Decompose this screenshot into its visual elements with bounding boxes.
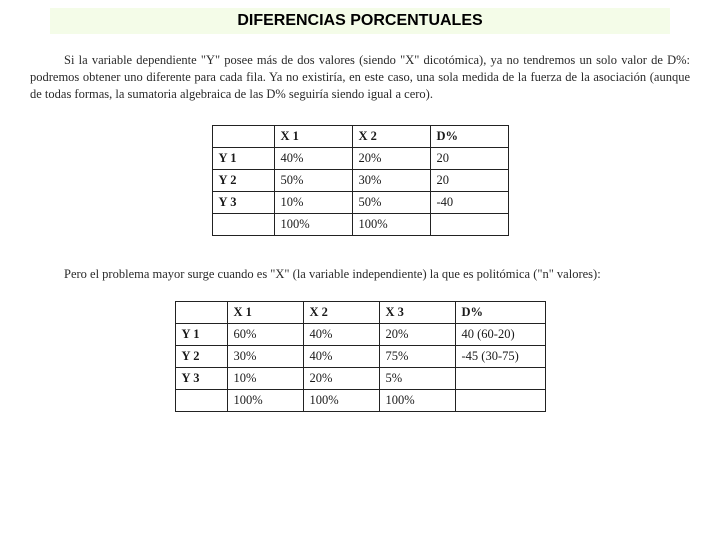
t2-h0	[175, 301, 227, 323]
t2-r0c3: 20%	[379, 323, 455, 345]
t2-r0c0: Y 1	[175, 323, 227, 345]
t2-r0c1: 60%	[227, 323, 303, 345]
table-row: Y 2 30% 40% 75% -45 (30-75)	[175, 345, 545, 367]
t2-r2c2: 20%	[303, 367, 379, 389]
t1-r2c2: 50%	[352, 191, 430, 213]
t1-r1c0: Y 2	[212, 169, 274, 191]
t1-r2c1: 10%	[274, 191, 352, 213]
t2-r1c3: 75%	[379, 345, 455, 367]
table-row: 100% 100%	[212, 213, 508, 235]
t2-tc2: 100%	[303, 389, 379, 411]
t2-r2c1: 10%	[227, 367, 303, 389]
t1-r1c3: 20	[430, 169, 508, 191]
t1-r1c1: 50%	[274, 169, 352, 191]
table-2: X 1 X 2 X 3 D% Y 1 60% 40% 20% 40 (60-20…	[175, 301, 546, 412]
t2-r1c4: -45 (30-75)	[455, 345, 545, 367]
table1-wrap: X 1 X 2 D% Y 1 40% 20% 20 Y 2 50% 30% 20…	[0, 103, 720, 236]
t1-tc0	[212, 213, 274, 235]
t2-r2c3: 5%	[379, 367, 455, 389]
t2-r0c2: 40%	[303, 323, 379, 345]
t2-h4: D%	[455, 301, 545, 323]
t1-h0	[212, 125, 274, 147]
t1-tc2: 100%	[352, 213, 430, 235]
table-row: 100% 100% 100%	[175, 389, 545, 411]
table-row: X 1 X 2 D%	[212, 125, 508, 147]
table-1: X 1 X 2 D% Y 1 40% 20% 20 Y 2 50% 30% 20…	[212, 125, 509, 236]
t1-h3: D%	[430, 125, 508, 147]
t2-tc1: 100%	[227, 389, 303, 411]
page-title: DIFERENCIAS PORCENTUALES	[237, 12, 482, 29]
t2-tc4	[455, 389, 545, 411]
t1-r2c3: -40	[430, 191, 508, 213]
t1-r0c0: Y 1	[212, 147, 274, 169]
table2-wrap: X 1 X 2 X 3 D% Y 1 60% 40% 20% 40 (60-20…	[0, 283, 720, 412]
t2-r1c2: 40%	[303, 345, 379, 367]
paragraph-1: Si la variable dependiente "Y" posee más…	[30, 52, 690, 103]
t1-tc1: 100%	[274, 213, 352, 235]
t2-r1c1: 30%	[227, 345, 303, 367]
title-bar: DIFERENCIAS PORCENTUALES	[50, 8, 670, 34]
t1-r2c0: Y 3	[212, 191, 274, 213]
t2-h3: X 3	[379, 301, 455, 323]
t2-tc0	[175, 389, 227, 411]
t1-r0c3: 20	[430, 147, 508, 169]
t1-r0c2: 20%	[352, 147, 430, 169]
t2-r0c4: 40 (60-20)	[455, 323, 545, 345]
t1-tc3	[430, 213, 508, 235]
paragraph-2-text: Pero el problema mayor surge cuando es "…	[64, 267, 601, 281]
t1-r0c1: 40%	[274, 147, 352, 169]
t2-r1c0: Y 2	[175, 345, 227, 367]
table-row: X 1 X 2 X 3 D%	[175, 301, 545, 323]
table-row: Y 3 10% 50% -40	[212, 191, 508, 213]
paragraph-2: Pero el problema mayor surge cuando es "…	[30, 266, 690, 283]
t1-h2: X 2	[352, 125, 430, 147]
paragraph-1-text: Si la variable dependiente "Y" posee más…	[30, 53, 690, 101]
t2-h2: X 2	[303, 301, 379, 323]
t1-h1: X 1	[274, 125, 352, 147]
t2-r2c0: Y 3	[175, 367, 227, 389]
table-row: Y 2 50% 30% 20	[212, 169, 508, 191]
t2-h1: X 1	[227, 301, 303, 323]
table-row: Y 3 10% 20% 5%	[175, 367, 545, 389]
table-row: Y 1 60% 40% 20% 40 (60-20)	[175, 323, 545, 345]
t2-tc3: 100%	[379, 389, 455, 411]
table-row: Y 1 40% 20% 20	[212, 147, 508, 169]
t1-r1c2: 30%	[352, 169, 430, 191]
t2-r2c4	[455, 367, 545, 389]
